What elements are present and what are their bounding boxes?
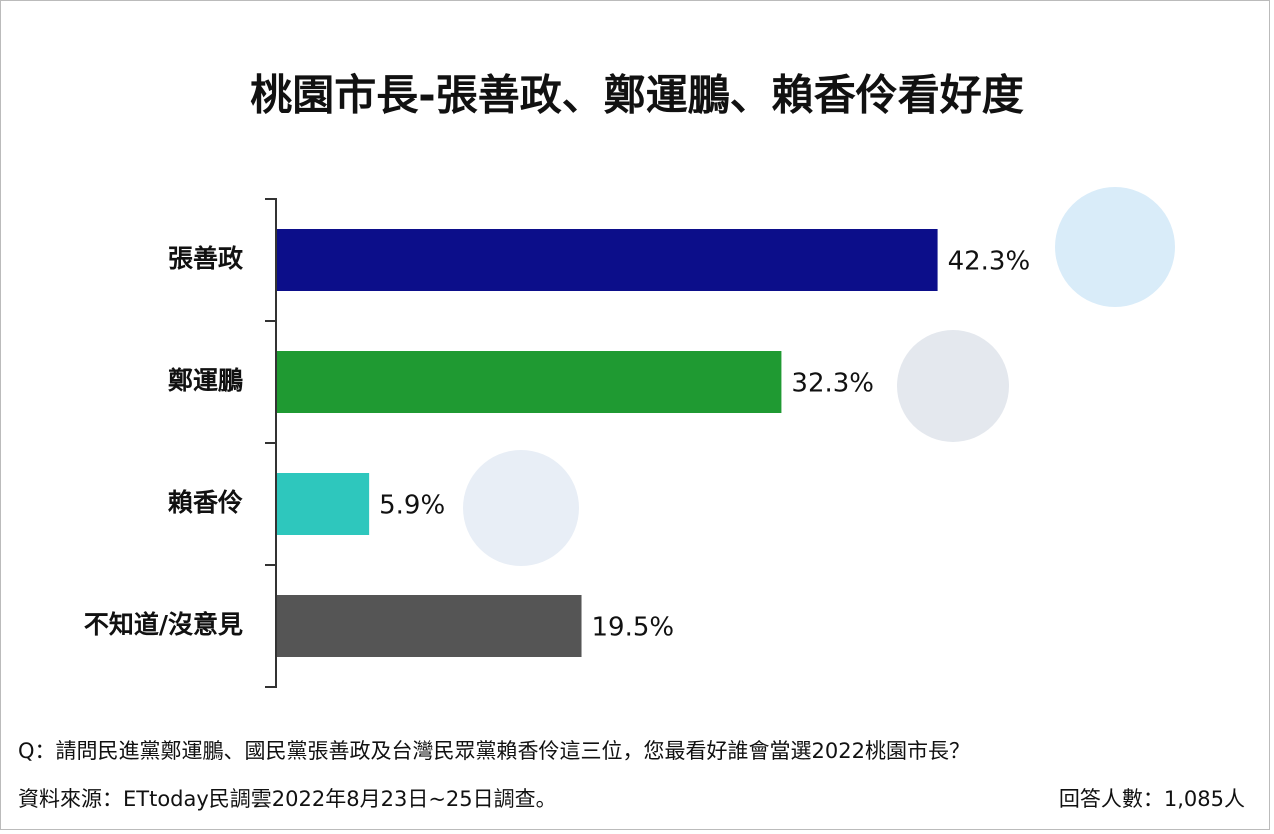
- value-label: 19.5%: [592, 613, 675, 643]
- photo: [463, 450, 579, 566]
- question: Q：請問民進黨鄭運鵬、國民黨張善政及台灣民眾黨賴香伶這三位，您最看好誰會當選20…: [18, 739, 970, 763]
- chart-title: 桃園市長-張善政、鄭運鵬、賴香伶看好度: [250, 71, 1023, 120]
- bar: [277, 473, 370, 535]
- bar: [277, 351, 782, 413]
- source: 資料來源：ETtoday民調雲2022年8月23日~25日調查。: [18, 787, 557, 811]
- y-tick-label: 賴香伶: [168, 488, 243, 517]
- axis: [265, 198, 277, 688]
- value-label: 5.9%: [379, 491, 445, 521]
- bar: [277, 229, 938, 291]
- respondents: 回答人數：1,085人: [1059, 787, 1245, 811]
- y-tick-label: 鄭運鵬: [168, 366, 243, 395]
- value-label: 42.3%: [948, 247, 1031, 277]
- value-label: 32.3%: [791, 369, 874, 399]
- y-tick-label: 張善政: [168, 244, 244, 273]
- y-tick-label: 不知道/沒意見: [84, 610, 243, 639]
- photo: [1055, 187, 1175, 307]
- photo: [897, 330, 1009, 442]
- bar: [277, 595, 582, 657]
